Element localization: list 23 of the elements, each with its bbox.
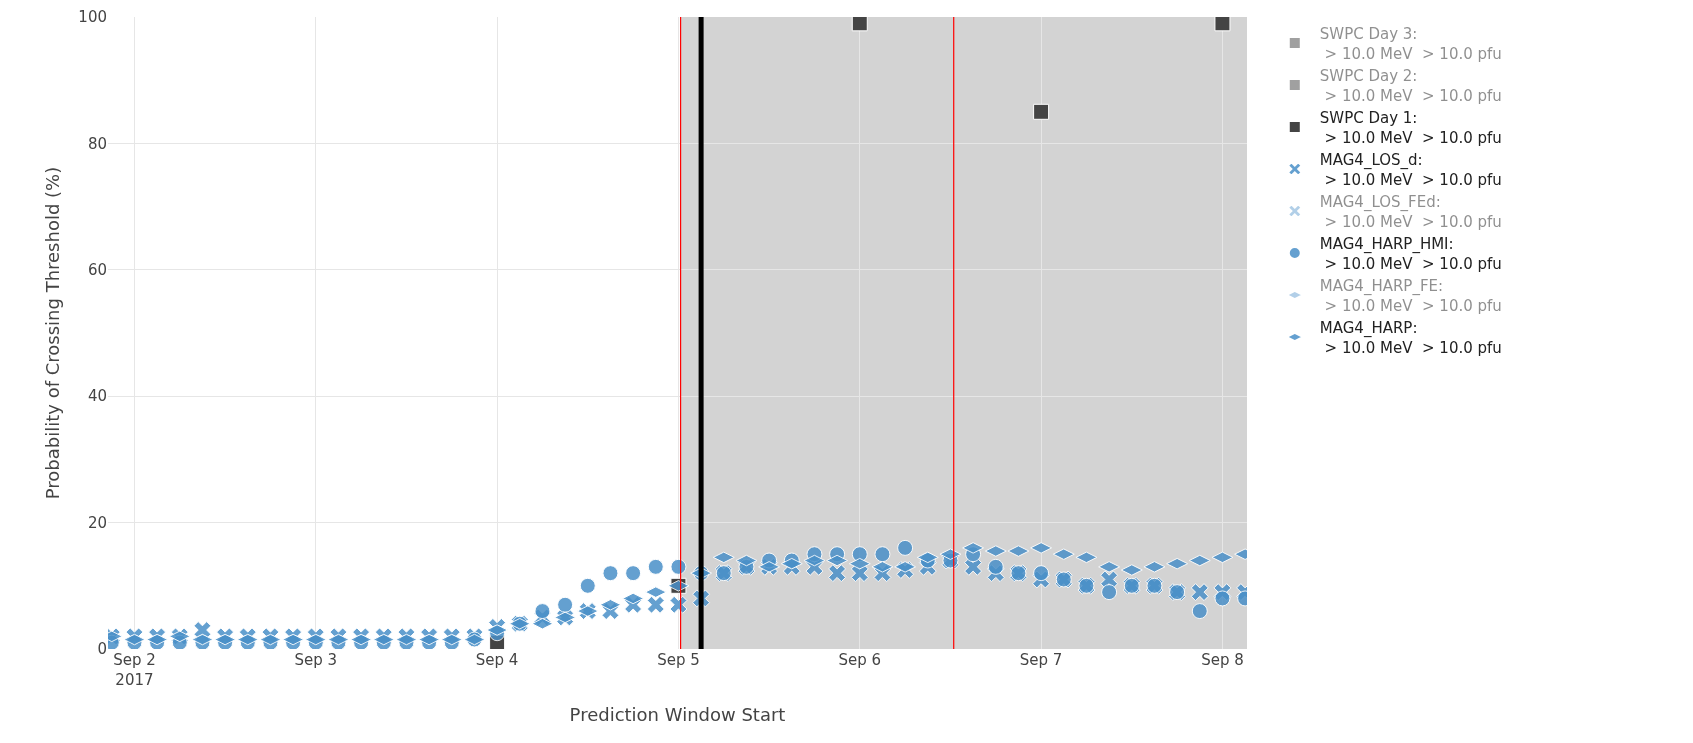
y-tick-label: 40: [87, 387, 107, 406]
y-tick-label: 100: [78, 8, 107, 27]
legend-label: MAG4_HARP_HMI: > 10.0 MeV > 10.0 pfu: [1319, 235, 1502, 273]
x-tick-label: Sep 8: [1201, 651, 1244, 669]
legend-label: MAG4_LOS_FEd: > 10.0 MeV > 10.0 pfu: [1319, 193, 1502, 231]
legend-label: MAG4_LOS_d: > 10.0 MeV > 10.0 pfu: [1319, 151, 1502, 189]
y-tick-label: 60: [87, 261, 107, 280]
x-tick-label: Sep 6: [838, 651, 882, 669]
legend-label: SWPC Day 2: > 10.0 MeV > 10.0 pfu: [1319, 67, 1502, 105]
legend-label: SWPC Day 1: > 10.0 MeV > 10.0 pfu: [1319, 109, 1502, 147]
x-tick-label: Sep 3: [294, 651, 338, 669]
x-tick-label: Sep 2 2017: [113, 651, 156, 689]
x-tick-label: Sep 7: [1019, 651, 1063, 669]
legend-label: MAG4_HARP_FE: > 10.0 MeV > 10.0 pfu: [1319, 277, 1502, 315]
y-tick-label: 20: [87, 513, 107, 532]
x-tick-label: Sep 4: [475, 651, 519, 669]
y-tick-label: 0: [97, 640, 107, 659]
y-tick-label: 80: [87, 134, 107, 153]
legend-label: MAG4_HARP: > 10.0 MeV > 10.0 pfu: [1319, 319, 1502, 357]
y-axis-title: Probability of Crossing Threshold (%): [41, 166, 63, 500]
x-axis-title: Prediction Window Start: [569, 703, 786, 725]
x-tick-label: Sep 5: [657, 651, 700, 669]
legend-label: SWPC Day 3: > 10.0 MeV > 10.0 pfu: [1319, 25, 1502, 63]
